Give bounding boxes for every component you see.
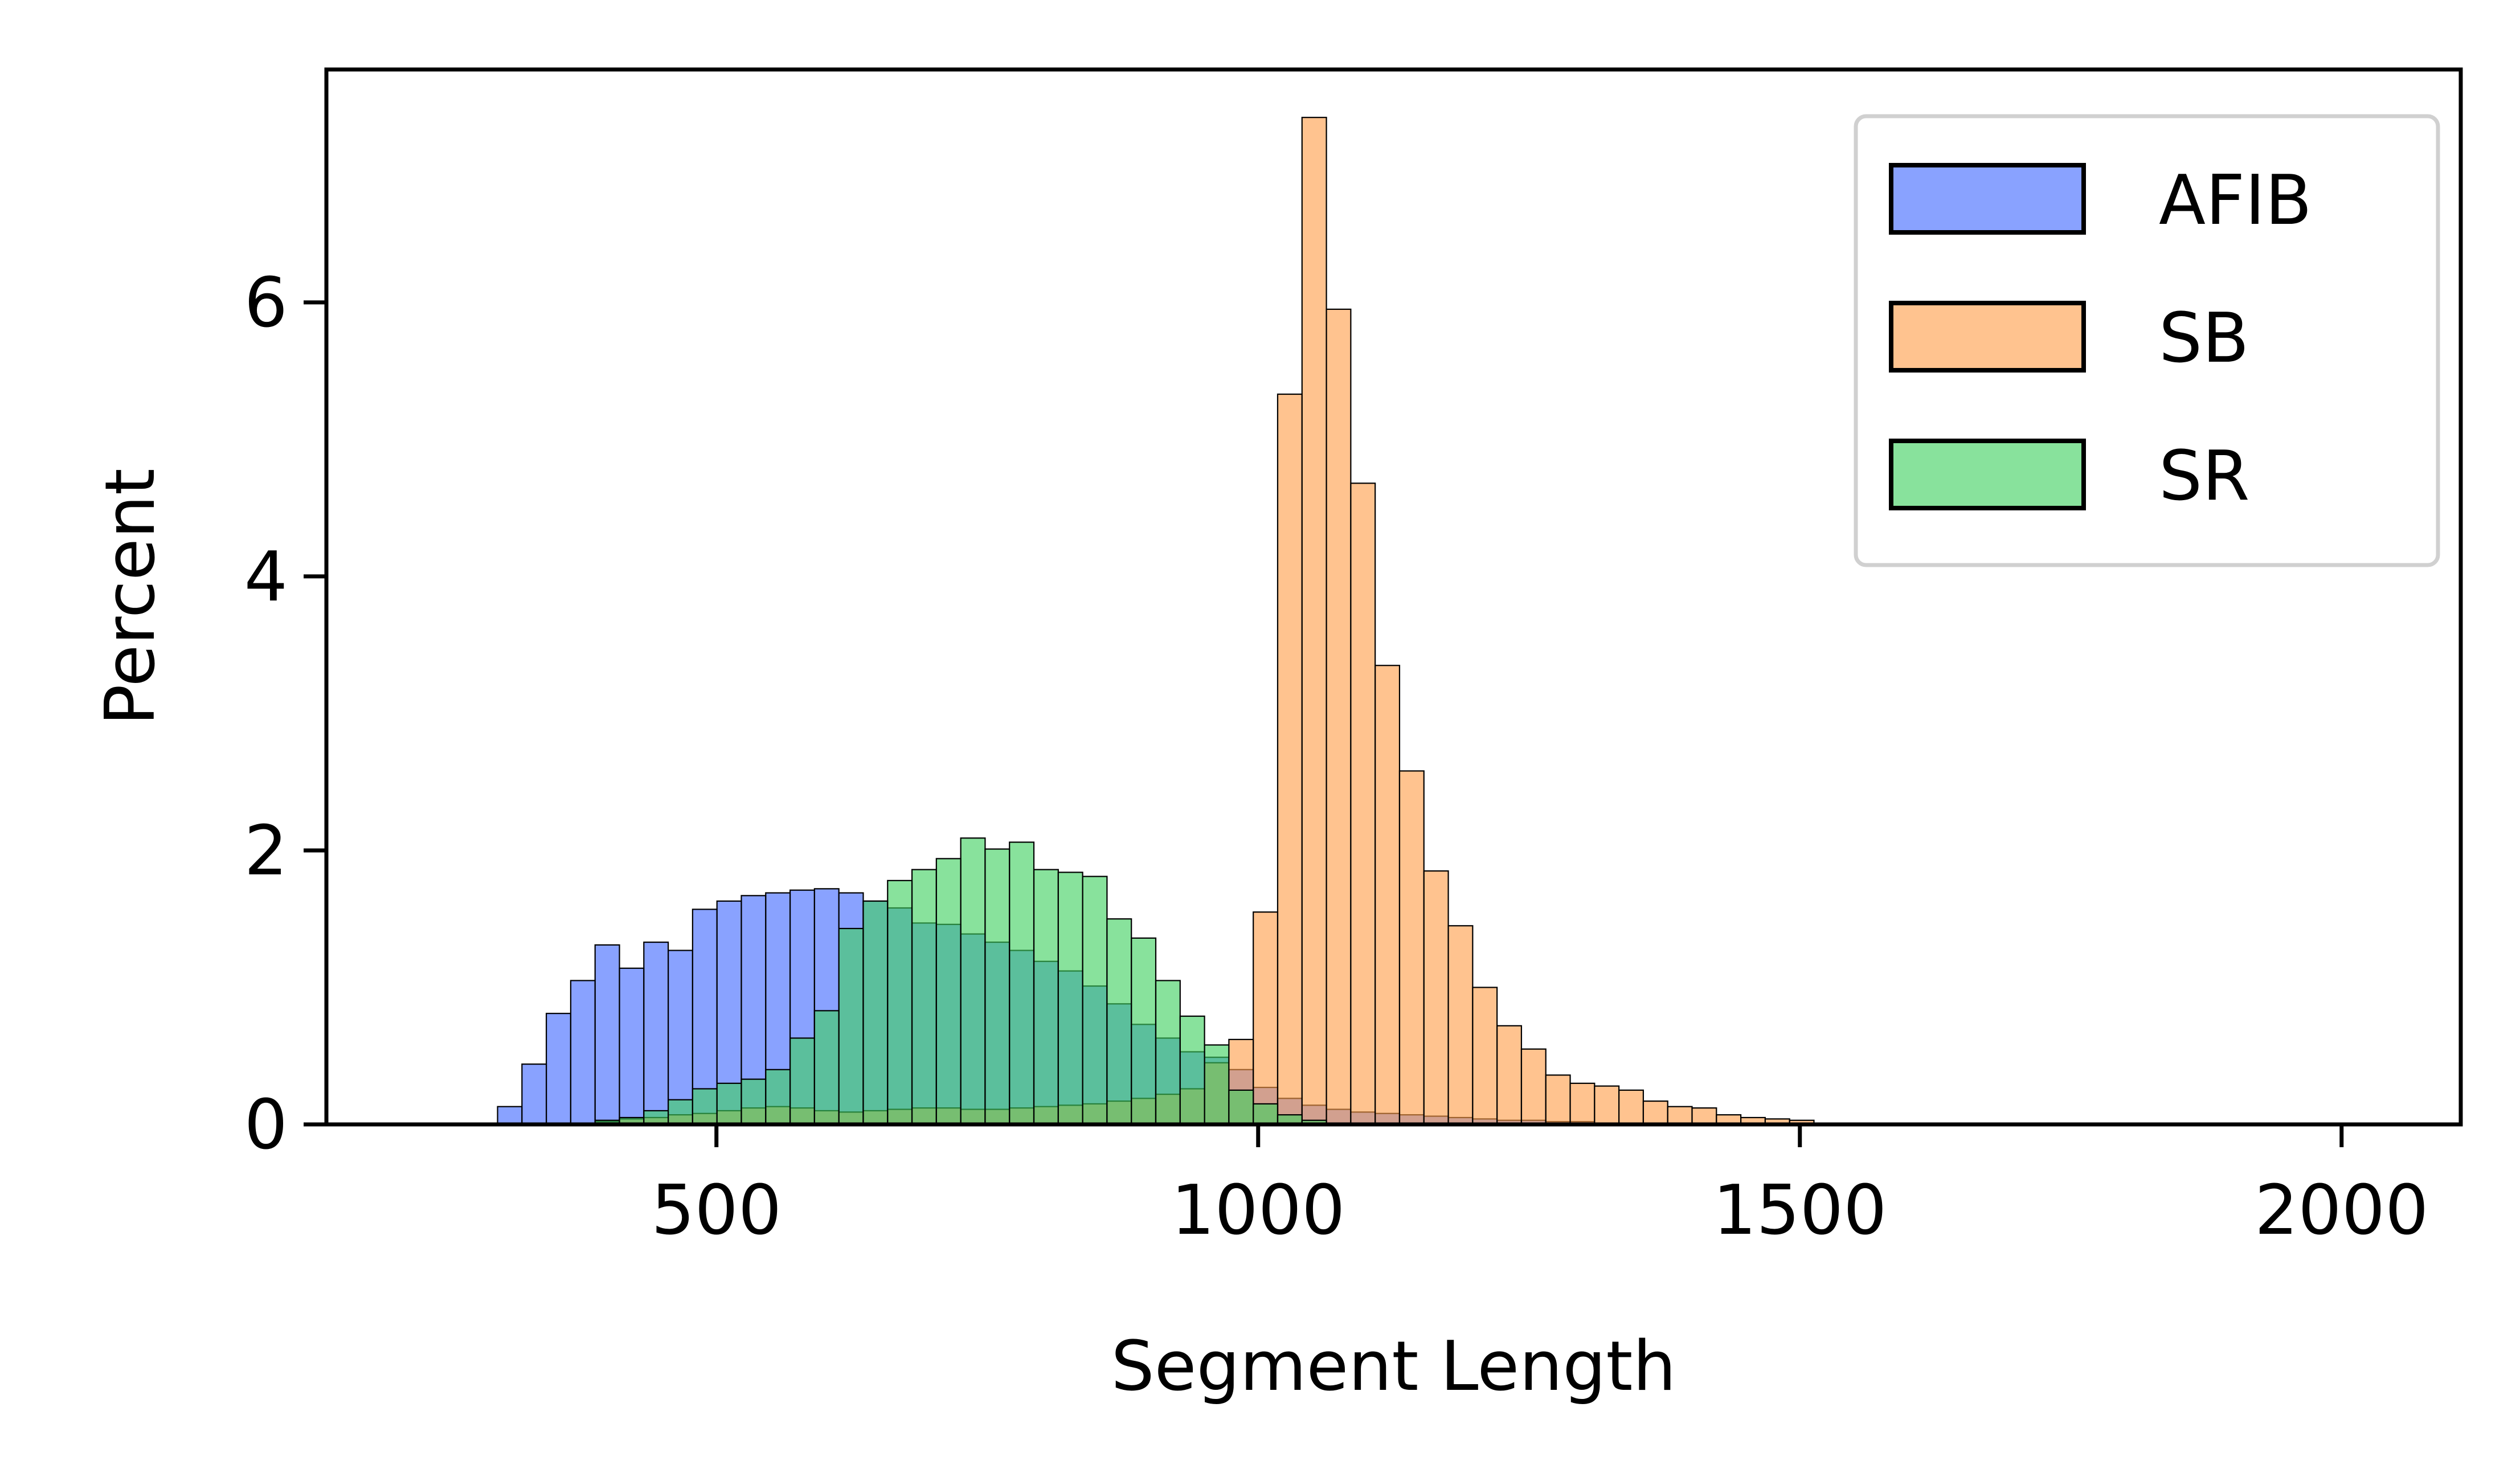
y-tick-label: 6 — [244, 264, 288, 343]
bar-sb — [1594, 1085, 1620, 1126]
bar-sb — [1398, 770, 1425, 1126]
bar-sb — [1618, 1089, 1644, 1126]
bar-sr — [1131, 937, 1157, 1126]
bar-sr — [813, 1010, 840, 1126]
bar-afib — [546, 1013, 572, 1126]
bar-sr — [643, 1110, 669, 1126]
bar-afib — [619, 967, 645, 1126]
y-tick-label: 2 — [244, 812, 288, 891]
bar-sr — [887, 879, 913, 1126]
bar-sr — [1179, 1015, 1205, 1126]
bar-sb — [1496, 1025, 1523, 1126]
bar-sb — [1472, 987, 1498, 1126]
bar-sr — [1155, 980, 1181, 1126]
x-tick-label: 1000 — [1171, 1171, 1345, 1250]
bar-sb — [1569, 1082, 1596, 1126]
bar-sr — [1106, 918, 1132, 1126]
legend: AFIB SB SR — [1854, 114, 2440, 567]
bar-sb — [1301, 117, 1327, 1126]
bar-sb — [1545, 1074, 1571, 1126]
bar-sr — [838, 927, 864, 1126]
bar-sr — [1253, 1103, 1279, 1126]
y-tick-label: 4 — [244, 538, 288, 617]
bar-afib — [594, 944, 620, 1126]
legend-patch-sb — [1889, 301, 2086, 373]
bar-sb — [1667, 1106, 1693, 1126]
bar-sr — [911, 869, 937, 1126]
bar-sr — [935, 858, 962, 1126]
bar-afib — [521, 1063, 547, 1126]
legend-patch-afib — [1889, 163, 2086, 235]
x-axis-label: Segment Length — [1111, 1327, 1676, 1406]
x-axis-ticks: 500 1000 1500 2000 — [651, 1124, 2428, 1250]
bar-sb — [1520, 1048, 1547, 1126]
bar-sr — [1033, 869, 1059, 1126]
legend-patch-sr — [1889, 439, 2086, 510]
bar-sr — [667, 1099, 693, 1126]
bar-sr — [692, 1088, 718, 1126]
bar-sr — [716, 1082, 742, 1126]
bar-afib — [667, 950, 693, 1126]
bar-sr — [1082, 875, 1108, 1126]
bar-sb — [1691, 1107, 1717, 1126]
bar-sb — [1374, 665, 1401, 1126]
y-axis-label: Percent — [91, 468, 170, 726]
bar-sb — [1277, 393, 1303, 1126]
bar-sb — [1642, 1100, 1668, 1126]
y-tick-label: 0 — [244, 1086, 288, 1165]
bar-sb — [1326, 308, 1352, 1126]
bar-sr — [1204, 1044, 1230, 1126]
bar-afib — [643, 942, 669, 1126]
bar-afib — [497, 1106, 523, 1126]
bar-sb — [1423, 870, 1449, 1126]
bar-sb — [1253, 911, 1279, 1126]
bar-sb — [1447, 925, 1474, 1126]
bar-sr — [765, 1069, 791, 1126]
y-axis-ticks: 0 2 4 6 — [244, 264, 326, 1165]
legend-label-afib: AFIB — [2159, 161, 2312, 240]
histogram-bars — [497, 117, 1815, 1126]
bar-sr — [1057, 872, 1083, 1126]
bar-sr — [1009, 841, 1035, 1126]
bar-sr — [984, 848, 1011, 1126]
bar-sr — [960, 837, 986, 1126]
bar-sr — [862, 900, 889, 1126]
bar-sr — [789, 1037, 815, 1126]
x-tick-label: 2000 — [2255, 1171, 2428, 1250]
bar-sb — [1350, 482, 1376, 1126]
bar-sr — [1228, 1089, 1254, 1126]
bar-sr — [741, 1078, 767, 1126]
legend-label-sb: SB — [2159, 299, 2249, 378]
x-tick-label: 500 — [651, 1171, 782, 1250]
plot-frame — [324, 67, 2463, 1127]
legend-label-sr: SR — [2159, 437, 2250, 516]
bar-afib — [570, 980, 596, 1126]
x-tick-label: 1500 — [1713, 1171, 1887, 1250]
